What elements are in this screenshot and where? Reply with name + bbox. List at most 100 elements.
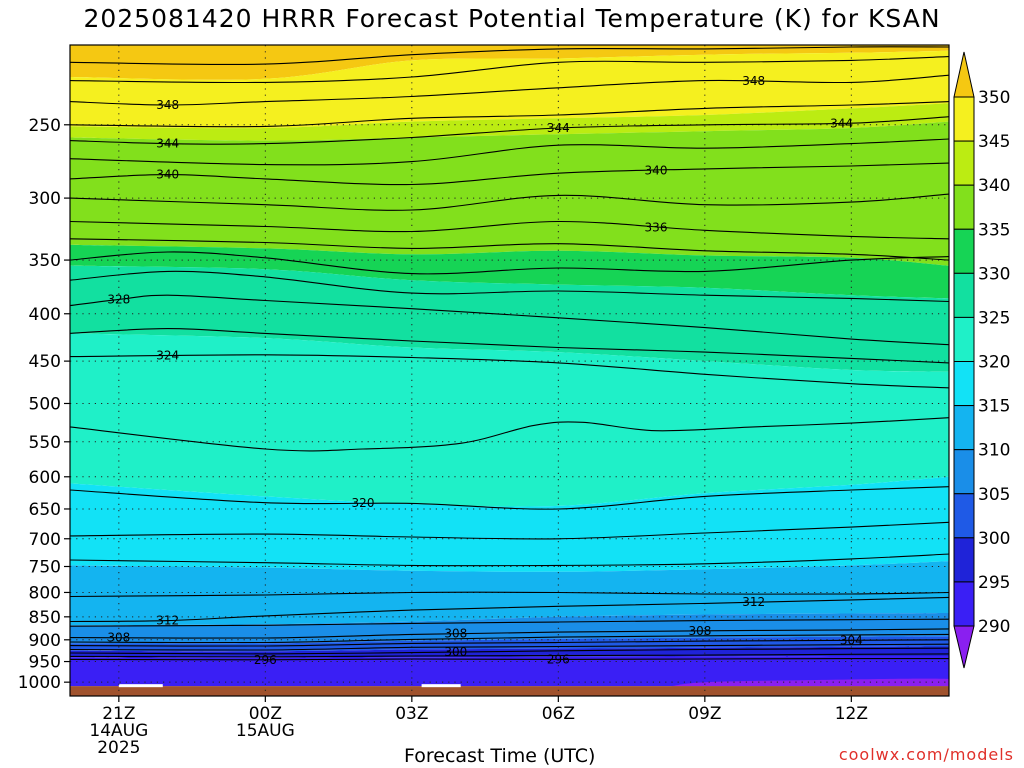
contour-314 <box>70 591 949 598</box>
contour-label-312: 312 <box>156 614 179 628</box>
contour-label-text: 340 <box>156 168 179 182</box>
contour-label-text: 344 <box>156 137 179 151</box>
contour-band-10 <box>70 636 949 652</box>
contour-338 <box>70 193 949 211</box>
y-tick-label: 350 <box>29 251 61 271</box>
contour-label-300: 300 <box>444 645 467 659</box>
contour-label-text: 308 <box>444 627 467 641</box>
contour-lines <box>70 46 949 661</box>
colorbar-label: 325 <box>978 308 1010 328</box>
contour-298 <box>70 653 949 658</box>
colorbar-label: 340 <box>978 176 1010 196</box>
contour-label-336: 336 <box>645 220 668 234</box>
contour-label-text: 328 <box>107 292 130 306</box>
contour-320 <box>70 486 949 510</box>
contour-label-text: 340 <box>645 163 668 177</box>
contour-label-text: 296 <box>547 652 570 666</box>
y-tick-label: 550 <box>29 433 61 453</box>
colorbar-label: 295 <box>978 573 1010 593</box>
colorbar-label: 335 <box>978 220 1010 240</box>
colorbar-label: 350 <box>978 88 1010 108</box>
y-tick-label: 400 <box>29 305 61 325</box>
contour-label-text: 296 <box>254 653 277 667</box>
contour-band-7 <box>70 476 949 572</box>
contour-label-308: 308 <box>107 631 130 645</box>
x-tick-label: 21Z <box>102 704 135 724</box>
chart-title: 2025081420 HRRR Forecast Potential Tempe… <box>83 4 941 33</box>
colorbar-bin <box>953 96 975 142</box>
contour-label-320: 320 <box>352 496 375 510</box>
contour-336 <box>70 220 949 240</box>
y-axis: 250 300 350 400 450 500 550 600 650 700 750 800 850 9… <box>18 116 70 693</box>
contour-label-344: 344 <box>830 116 853 130</box>
contour-352 <box>70 46 949 65</box>
x-tick-sublabel: 15AUG <box>236 721 295 741</box>
contour-label-344: 344 <box>156 137 179 151</box>
y-tick-label: 500 <box>29 394 61 414</box>
contour-312 <box>70 596 949 623</box>
contour-labels: 296 296 300 304 308 308 308 312 312 320 324 328 336 3… <box>107 74 862 667</box>
colorbar-label: 290 <box>978 617 1010 637</box>
contour-label-text: 308 <box>107 631 130 645</box>
colorbar-bin <box>953 581 975 627</box>
y-tick-label: 900 <box>29 631 61 651</box>
x-tick-label: 03Z <box>395 704 428 724</box>
contour-label-text: 344 <box>547 121 570 135</box>
contour-308 <box>70 628 949 639</box>
contour-label-text: 312 <box>156 614 179 628</box>
contour-304 <box>70 639 949 647</box>
contour-326 <box>70 328 949 364</box>
contour-label-308: 308 <box>688 624 711 638</box>
watermark: coolwx.com/models <box>838 745 1014 764</box>
colorbar: 290 295 300 305 310 315 320 325 330 335 340 345 350 <box>953 51 1010 669</box>
colorbar-extend-upper <box>953 51 975 98</box>
x-tick-label: 06Z <box>542 704 575 724</box>
colorbar-bin <box>953 361 975 407</box>
contour-328 <box>70 294 949 346</box>
x-tick-sublabel: 2025 <box>97 738 140 758</box>
contour-label-344: 344 <box>547 121 570 135</box>
y-tick-label: 700 <box>29 530 61 550</box>
colorbar-bin <box>953 405 975 451</box>
contour-label-text: 304 <box>840 633 863 647</box>
contour-342 <box>70 138 949 166</box>
y-tick-label: 450 <box>29 352 61 372</box>
contour-label-text: 308 <box>688 624 711 638</box>
contour-label-348: 348 <box>156 98 179 112</box>
colorbar-bin <box>953 272 975 318</box>
contour-334 <box>70 238 949 261</box>
contour-label-340: 340 <box>645 163 668 177</box>
x-tick-sublabel: 14AUG <box>89 721 148 741</box>
y-tick-label: 950 <box>29 653 61 673</box>
y-tick-label: 650 <box>29 500 61 520</box>
contour-band-0 <box>70 45 949 80</box>
contour-296 <box>70 658 949 661</box>
x-tick-label: 12Z <box>835 704 868 724</box>
filled-contour-bands <box>70 45 949 696</box>
contour-band-8 <box>70 561 949 626</box>
contour-330 <box>70 270 949 303</box>
contour-318 <box>70 521 949 540</box>
contour-label-text: 348 <box>156 98 179 112</box>
contour-344 <box>70 116 949 145</box>
contour-label-text: 300 <box>444 645 467 659</box>
contour-label-340: 340 <box>156 168 179 182</box>
colorbar-label: 320 <box>978 353 1010 373</box>
contour-306 <box>70 633 949 644</box>
contour-350 <box>70 56 949 84</box>
plot-frame <box>69 44 950 697</box>
contour-340 <box>70 162 949 186</box>
contour-label-308: 308 <box>444 627 467 641</box>
colorbar-extend-lower <box>953 625 975 669</box>
contour-band-5 <box>70 265 949 372</box>
contour-label-348: 348 <box>742 74 765 88</box>
contour-label-text: 344 <box>830 116 853 130</box>
contour-332 <box>70 251 949 275</box>
below-surface-mask-0 <box>118 684 163 688</box>
colorbar-label: 330 <box>978 264 1010 284</box>
contour-label-text: 336 <box>645 220 668 234</box>
contour-label-324: 324 <box>156 349 179 363</box>
y-tick-label: 1000 <box>18 673 61 693</box>
contour-300 <box>70 647 949 655</box>
